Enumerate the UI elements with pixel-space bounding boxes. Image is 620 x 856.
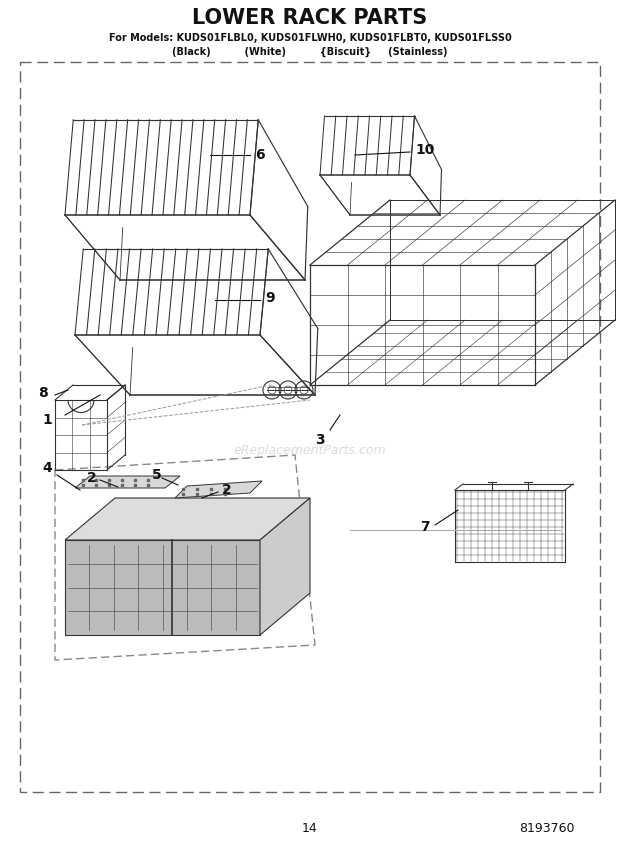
Polygon shape xyxy=(75,476,180,488)
Text: 5: 5 xyxy=(152,468,162,482)
Text: 2: 2 xyxy=(87,471,97,485)
Text: 7: 7 xyxy=(420,520,430,534)
Polygon shape xyxy=(260,498,310,635)
Text: 2: 2 xyxy=(222,483,232,497)
Text: 10: 10 xyxy=(415,143,435,157)
Text: 9: 9 xyxy=(265,291,275,305)
Polygon shape xyxy=(65,498,310,540)
Text: (Black)          (White)          {Biscuit}     (Stainless): (Black) (White) {Biscuit} (Stainless) xyxy=(172,47,448,57)
Text: 6: 6 xyxy=(255,148,265,162)
Text: 3: 3 xyxy=(315,433,325,447)
Polygon shape xyxy=(65,540,260,635)
Text: 4: 4 xyxy=(42,461,51,475)
Text: 8: 8 xyxy=(38,386,48,400)
Text: eReplacementParts.com: eReplacementParts.com xyxy=(234,443,386,456)
Text: 8193760: 8193760 xyxy=(520,822,575,835)
Text: LOWER RACK PARTS: LOWER RACK PARTS xyxy=(192,8,428,28)
Text: 14: 14 xyxy=(302,822,318,835)
Bar xyxy=(20,62,600,792)
Text: For Models: KUDS01FLBL0, KUDS01FLWH0, KUDS01FLBT0, KUDS01FLSS0: For Models: KUDS01FLBL0, KUDS01FLWH0, KU… xyxy=(108,33,511,43)
Polygon shape xyxy=(175,481,262,498)
Text: 1: 1 xyxy=(42,413,51,427)
